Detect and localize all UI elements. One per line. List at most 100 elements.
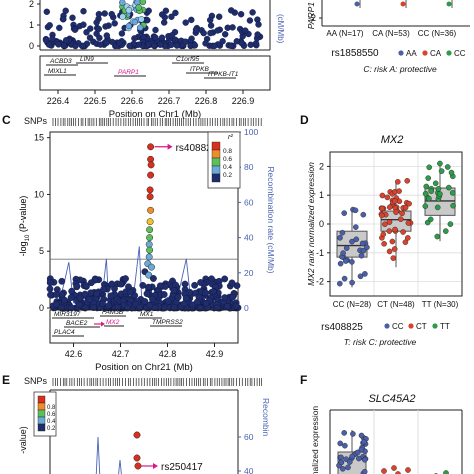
panel-d-point [392, 226, 398, 233]
panel-d-point [438, 168, 445, 174]
panel-a-snp-point [229, 24, 236, 31]
panel-a-snp-point [157, 41, 164, 48]
panel-e-lead-snp-label: rs250417 [161, 462, 203, 473]
panel-a-snp-point [139, 0, 147, 6]
panel-e-legend-label: 0.2 [47, 426, 56, 432]
panel-a-snp-point [86, 34, 94, 41]
panel-c-snp-point [160, 291, 168, 298]
panel-d-category-label: TT (N=30) [422, 300, 459, 309]
panel-c-snp-point [174, 293, 182, 301]
panel-d-point [393, 209, 399, 215]
panel-c-snp-point [57, 304, 65, 312]
panel-c-gene-label: TMPRSS2 [152, 319, 183, 326]
panel-c-hit-point [146, 226, 154, 234]
panel-c-snp-point [143, 290, 151, 298]
panel-a-snp-point [145, 41, 152, 48]
panel-a-snp-point [43, 8, 50, 16]
panel-c-snp-point [81, 290, 89, 298]
panel-e-legend-swatch [37, 423, 46, 432]
panel-a-snp-point [168, 13, 175, 20]
panel-a-snp-point [136, 24, 144, 31]
panel-c-xtick-label: 42.8 [159, 349, 177, 359]
panel-c-legend-label: 0.6 [223, 156, 232, 163]
panel-a-snp-point [150, 42, 158, 49]
panel-f-letter: F [300, 373, 307, 387]
panel-a-snp-point [182, 38, 189, 45]
panel-c-snp-point [145, 283, 152, 291]
panel-a-snp-point [202, 40, 209, 47]
panel-a-snp-point [211, 42, 218, 50]
panel-f-point [361, 456, 368, 463]
panel-a-snp-point [108, 10, 115, 18]
panel-d-ytick-label: -2 [316, 277, 324, 287]
panel-a-snp-point [172, 9, 179, 17]
panel-c-right-tick-label: 0 [244, 303, 249, 313]
panel-d-ytick-label: 0 [319, 219, 324, 229]
panel-c-legend-swatch [211, 157, 221, 167]
panel-c-snp-point [164, 297, 172, 305]
panel-f-title: SLC45A2 [368, 393, 415, 405]
panel-d-ytick-label: 2 [319, 161, 324, 171]
panel-d-legend-label: TT [440, 322, 450, 331]
panel-d-legend-dot [432, 323, 438, 329]
panel-d-point [352, 207, 359, 214]
panel-a-snp-point [214, 27, 221, 34]
panel-d-category-label: CC (N=28) [333, 300, 372, 309]
panel-c-hit-point [146, 246, 154, 254]
panel-d-point [389, 238, 396, 245]
panel-e-legend-label: 0.4 [47, 419, 56, 425]
panel-d-point [362, 271, 368, 277]
panel-d-point [349, 238, 355, 245]
panel-c-snp-point [93, 290, 101, 298]
panel-d-point [447, 221, 454, 227]
panel-a-snp-point [95, 10, 103, 18]
panel-d-point [450, 202, 456, 209]
panel-c-right-ylabel: Recombination rate (cM/Mb) [266, 166, 276, 273]
panel-c-gene-label: BACE2 [66, 320, 88, 327]
panel-a-snp-point [158, 11, 166, 18]
panel-a-gene-label: C1orf95 [176, 56, 200, 63]
panel-a-snp-point [125, 22, 133, 30]
panel-a-snp-point [135, 4, 142, 11]
panel-f: F SLC45A2 ormalized expression [300, 373, 463, 474]
panel-e-legend-swatch [37, 409, 46, 418]
panel-e-hit-point [133, 431, 141, 439]
panel-a-ytick-label: 0 [29, 41, 34, 51]
panel-e-legend-swatch [37, 402, 46, 411]
panel-c-ytick-label: 15 [34, 133, 44, 143]
panel-d-legend-label: CT [416, 322, 427, 331]
panel-a-xtick-label: 226.6 [121, 96, 144, 106]
panel-a-snp-point [200, 29, 207, 37]
panel-a-snp-point [45, 41, 53, 48]
panel-a-snp-point [254, 31, 261, 38]
panel-c-letter: C [2, 113, 11, 127]
panel-a-snp-point [207, 22, 215, 29]
panel-d-ylabel: MX2 rank normalized expression [306, 162, 316, 286]
panel-c-snp-point [228, 279, 236, 287]
panel-e-snps-label: SNPs [24, 376, 48, 386]
panel-d-point [381, 240, 387, 247]
panel-e-legend-swatch [37, 416, 46, 425]
panel-d-point [357, 273, 364, 280]
panel-c-hit-point [145, 240, 153, 248]
panel-c-hit-point [147, 161, 155, 169]
panel-a-snp-point [46, 22, 53, 29]
panel-a-snp-point [249, 9, 256, 16]
panel-a-snp-point [215, 13, 223, 20]
panel-c-xtick-label: 42.6 [65, 349, 83, 359]
panel-a-snp-point [62, 7, 69, 15]
panel-a-xlabel: Position on Chr1 (Mb) [109, 109, 201, 120]
panel-d-title: MX2 [381, 134, 404, 146]
panel-c-right-tick-label: 100 [244, 127, 258, 137]
panel-d-ytick-label: -1 [316, 248, 324, 258]
panel-c-snp-point [122, 275, 129, 282]
panel-f-point [361, 468, 368, 474]
panel-c-xlabel: Position on Chr21 (Mb) [95, 362, 193, 373]
panel-c-gene-label: MIR3197 [54, 311, 81, 318]
panel-a-snp-point [118, 30, 126, 37]
panel-c-snp-point [202, 289, 210, 297]
panel-a-snp-point [96, 34, 103, 42]
panel-d-point [353, 236, 360, 243]
panel-a-snp-point [102, 23, 109, 30]
